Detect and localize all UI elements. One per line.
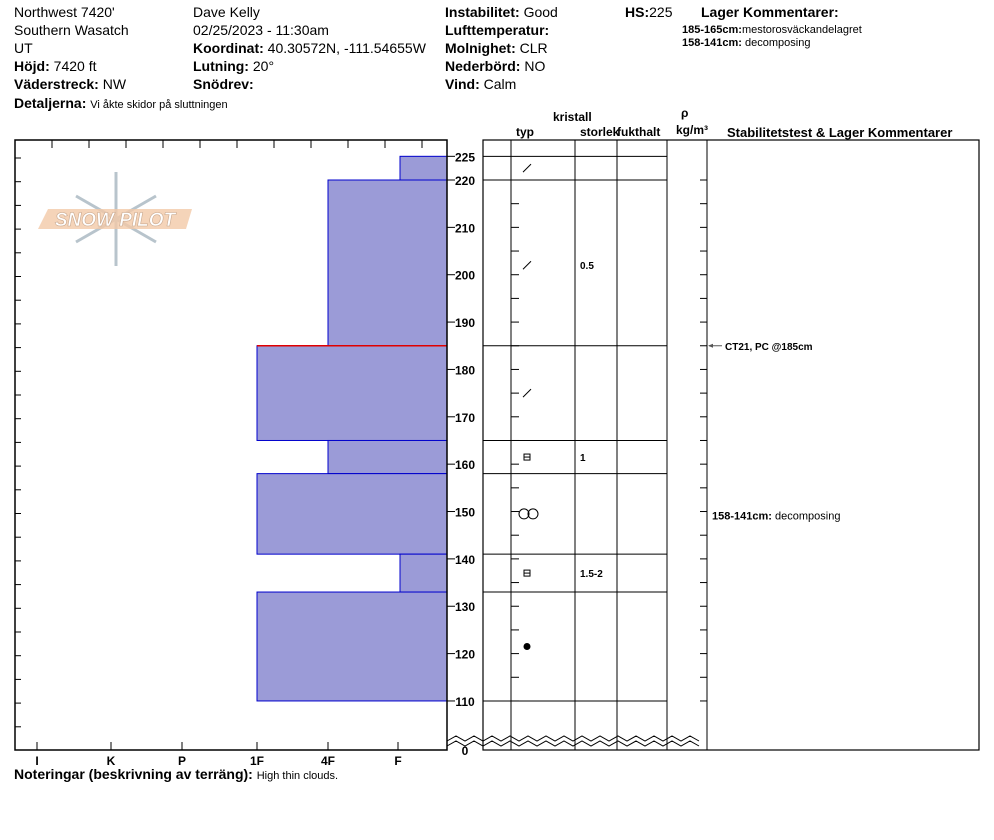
slope: 20°: [252, 58, 275, 74]
depth-tick-label: 0: [462, 744, 469, 758]
hardness-tick-label: 1F: [250, 754, 264, 768]
hardness-bar: [327, 179, 448, 347]
precip: NO: [524, 58, 546, 74]
slope-label: Lutning:: [193, 58, 249, 74]
state: UT: [14, 40, 33, 56]
elevation: 7420 ft: [53, 58, 97, 74]
wind: Calm: [483, 76, 517, 92]
depth-tick-label: 120: [455, 648, 475, 662]
hardness-bar: [399, 155, 448, 181]
depth-tick-label: 170: [455, 411, 475, 425]
comment-range: 158-141cm:: [682, 37, 742, 49]
hardness-bar: [256, 473, 448, 555]
precipitation-icon: [522, 260, 532, 270]
coord-label: Koordinat:: [193, 40, 264, 56]
airtemp-label: Lufttemperatur:: [445, 22, 550, 38]
hardness-tick-label: 4F: [321, 754, 335, 768]
precip-label: Nederbörd:: [445, 58, 521, 74]
aspect-label: Väderstreck:: [14, 76, 99, 92]
instability: Good: [523, 4, 558, 20]
depth-tick-label: 200: [455, 269, 475, 283]
datetime: 02/25/2023 - 11:30am: [193, 22, 329, 38]
col-kristall: kristall: [553, 110, 592, 124]
crystal-size: 1.5-2: [580, 569, 603, 580]
depth-tick-label: 150: [455, 506, 475, 520]
hs: 225: [649, 4, 673, 20]
elevation-label: Höjd:: [14, 58, 50, 74]
details-label: Detaljerna:: [14, 95, 87, 111]
hardness-tick-label: K: [107, 754, 116, 768]
stability-test: CT21, PC @185cm: [725, 342, 813, 353]
crystal-size: 0.5: [580, 261, 594, 272]
wind-label: Vind:: [445, 76, 480, 92]
precipitation-icon: [522, 163, 532, 173]
layer-comments-title: Lager Kommentarer:: [701, 4, 839, 20]
location: Northwest 7420': [14, 4, 115, 20]
melt-freeze-icon: [523, 642, 531, 650]
hardness-bar: [256, 345, 448, 441]
depth-tick-label: 220: [455, 174, 475, 188]
layer-comment: 158-141cm: decomposing: [712, 510, 840, 522]
instability-label: Instabilitet:: [445, 4, 520, 20]
hardness-frame: [14, 139, 448, 751]
col-size: storlek: [580, 125, 620, 139]
axis-break: [446, 735, 700, 742]
depth-tick-label: 180: [455, 363, 475, 377]
hardness-bar: [399, 553, 448, 593]
sky: CLR: [519, 40, 548, 56]
depth-tick-label: 160: [455, 458, 475, 472]
arrow-icon: [708, 343, 713, 348]
depth-tick-label: 225: [455, 150, 475, 164]
comment-range: 185-165cm:: [682, 24, 742, 36]
observer: Dave Kelly: [193, 4, 260, 20]
col-density: kg/m³: [676, 123, 709, 137]
hardness-tick-label: F: [394, 754, 401, 768]
logo-text: SNOW PILOT: [55, 210, 177, 231]
hardness-tick-label: P: [178, 754, 186, 768]
col-stability: Stabilitetstest & Lager Kommentarer: [727, 125, 953, 140]
axis-break: [446, 740, 700, 747]
comment-text: decomposing: [745, 37, 811, 49]
precipitation-icon: [522, 388, 532, 398]
rounded-icon: [527, 508, 539, 520]
depth-tick-label: 190: [455, 316, 475, 330]
depth-tick-label: 130: [455, 600, 475, 614]
drift-label: Snödrev:: [193, 76, 254, 92]
depth-tick-label: 210: [455, 221, 475, 235]
aspect: NW: [102, 76, 127, 92]
crystal-size: 1: [580, 453, 586, 464]
layer-table-frame: [482, 139, 980, 751]
col-moisture: fukthalt: [617, 125, 661, 139]
depth-tick-label: 110: [455, 695, 475, 709]
hardness-tick-label: I: [35, 754, 38, 768]
col-typ: typ: [516, 125, 534, 139]
hs-label: HS:: [625, 4, 650, 20]
coord: 40.30572N, -111.54655W: [267, 40, 426, 56]
rounded-icon: [518, 508, 530, 520]
range: Southern Wasatch: [14, 22, 129, 38]
footer-label: Noteringar (beskrivning av terräng):: [14, 766, 253, 782]
hardness-bar: [256, 591, 448, 702]
sky-label: Molnighet:: [445, 40, 516, 56]
logo-banner: [38, 209, 192, 229]
comment-text: mestorosväckandelagret: [741, 24, 862, 36]
depth-tick-label: 140: [455, 553, 475, 567]
hardness-bar: [327, 439, 448, 475]
footer-text: High thin clouds.: [256, 770, 339, 782]
details: Vi åkte skidor på sluttningen: [90, 99, 228, 111]
col-rho: ρ: [681, 106, 689, 120]
